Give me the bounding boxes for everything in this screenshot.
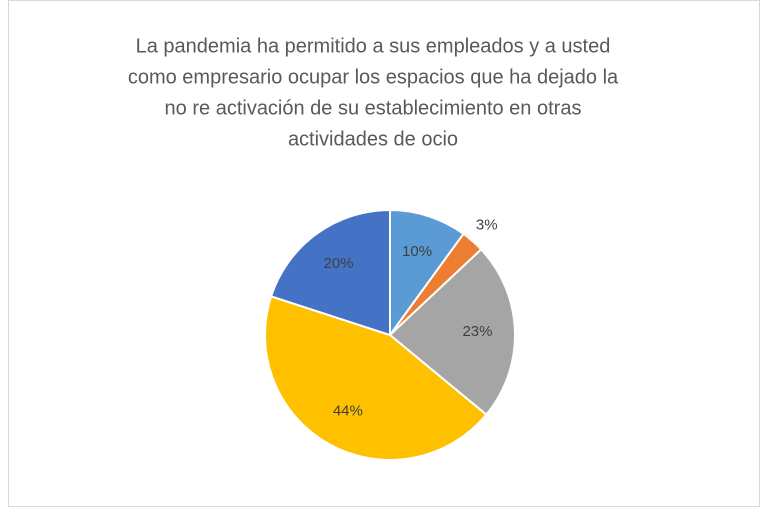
chart-title: no re activación de su establecimiento e… bbox=[165, 97, 582, 119]
chart-title: La pandemia ha permitido a sus empleados… bbox=[136, 35, 611, 57]
chart-title: actividades de ocio bbox=[288, 128, 458, 150]
data-label: 44% bbox=[333, 403, 363, 420]
pie-slice bbox=[388, 248, 516, 417]
data-label: 20% bbox=[324, 255, 354, 272]
data-label: 10% bbox=[402, 243, 432, 260]
pie-slice bbox=[389, 208, 465, 339]
data-label: 3% bbox=[476, 216, 498, 233]
data-label: 23% bbox=[462, 323, 492, 340]
pie-slice bbox=[269, 208, 391, 337]
pie-slice bbox=[264, 295, 488, 461]
chart-title: como empresario ocupar los espacios que … bbox=[128, 66, 619, 88]
